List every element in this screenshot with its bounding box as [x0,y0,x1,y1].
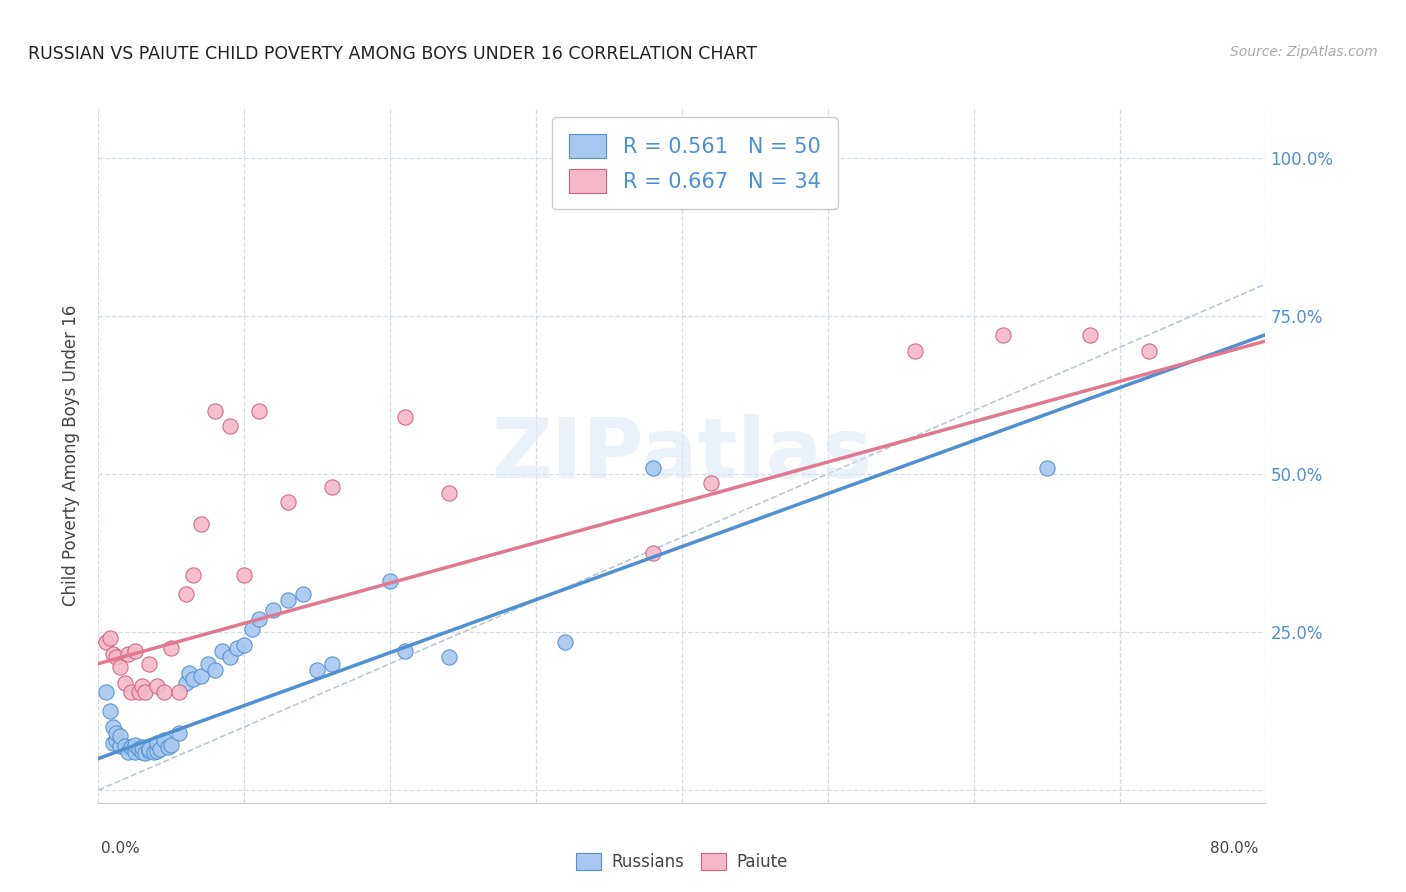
Point [117,647,139,661]
Point [177,666,200,681]
Text: ZIPatlas: ZIPatlas [492,415,872,495]
Point [94,634,117,648]
Point [157,740,180,755]
Point [204,663,226,677]
Text: RUSSIAN VS PAIUTE CHILD POVERTY AMONG BOYS UNDER 16 CORRELATION CHART: RUSSIAN VS PAIUTE CHILD POVERTY AMONG BO… [28,45,756,62]
Point [641,546,664,560]
Point [307,663,329,677]
Point [1080,327,1102,342]
Point [134,685,156,699]
Point [262,603,284,617]
Text: Source: ZipAtlas.com: Source: ZipAtlas.com [1230,45,1378,59]
Point [211,644,233,658]
Point [101,736,124,750]
Point [291,587,314,601]
Point [160,640,183,655]
Text: 0.0%: 0.0% [101,841,141,856]
Point [321,479,343,493]
Y-axis label: Child Poverty Among Boys Under 16: Child Poverty Among Boys Under 16 [62,304,80,606]
Point [1137,343,1160,358]
Point [110,730,132,744]
Point [700,476,723,491]
Point [114,739,136,753]
Point [117,745,139,759]
Point [197,657,219,671]
Point [190,517,212,532]
Point [380,574,402,589]
Point [181,568,204,582]
Point [554,634,576,648]
Point [120,685,142,699]
Point [394,644,416,658]
Point [104,650,127,665]
Point [94,685,117,699]
Point [131,745,153,759]
Point [641,460,664,475]
Point [128,685,150,699]
Point [128,742,150,756]
Point [98,632,121,646]
Point [146,736,169,750]
Point [142,745,165,759]
Point [110,739,132,753]
Point [153,732,176,747]
Text: 80.0%: 80.0% [1211,841,1258,856]
Point [138,657,160,671]
Point [321,657,343,671]
Point [167,726,190,740]
Point [174,675,197,690]
Point [124,644,146,658]
Point [114,675,136,690]
Point [277,495,299,509]
Point [277,593,299,607]
Point [134,747,156,761]
Point [240,622,263,636]
Point [120,740,142,755]
Point [138,742,160,756]
Point [149,742,172,756]
Point [124,745,146,759]
Point [204,403,226,417]
Point [160,738,183,752]
Point [131,679,153,693]
Point [167,685,190,699]
Point [153,685,176,699]
Point [218,650,240,665]
Point [247,612,270,626]
Point [131,740,153,755]
Point [247,403,270,417]
Point [98,704,121,718]
Point [190,669,212,683]
Point [101,647,124,661]
Point [218,419,240,434]
Legend: Russians, Paiute: Russians, Paiute [569,847,794,878]
Point [138,744,160,758]
Point [124,738,146,752]
Point [437,650,460,665]
Point [1035,460,1057,475]
Point [110,660,132,674]
Point [437,486,460,500]
Point [104,726,127,740]
Point [233,568,256,582]
Point [394,409,416,424]
Point [991,327,1014,342]
Point [233,638,256,652]
Point [226,640,249,655]
Point [104,732,127,747]
Point [146,679,169,693]
Point [904,343,927,358]
Point [174,587,197,601]
Point [181,673,204,687]
Point [101,720,124,734]
Point [146,744,169,758]
